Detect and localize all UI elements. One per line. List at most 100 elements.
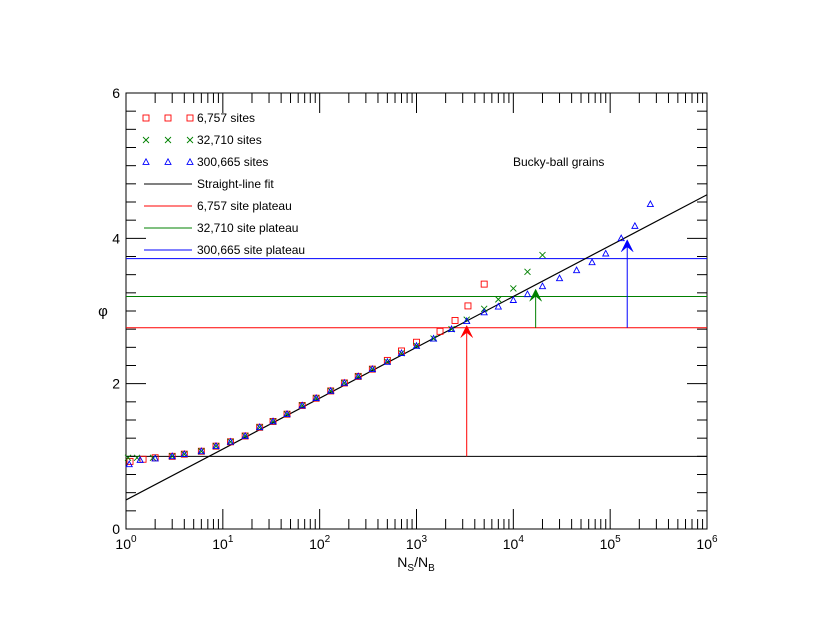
- x-tick-label-base: 10: [503, 536, 519, 552]
- data-point-triangle: [197, 447, 206, 455]
- legend-label: 6,757 site plateau: [197, 199, 292, 213]
- data-point-triangle: [354, 372, 362, 380]
- data-point-square: [126, 457, 134, 465]
- data-point-cross: [510, 285, 517, 292]
- legend-marker-square: [142, 114, 150, 122]
- x-tick-label-exponent: 3: [422, 534, 428, 545]
- cross-stroke: [539, 251, 546, 259]
- x-tick-label-exponent: 6: [712, 534, 718, 545]
- data-point-triangle: [168, 452, 176, 460]
- arrow-head: [620, 239, 634, 252]
- series-triangle: [125, 200, 655, 468]
- cross-stroke: [133, 454, 141, 462]
- data-point-triangle: [538, 282, 547, 290]
- x-tick-label: 102: [309, 534, 331, 552]
- data-point-triangle: [136, 455, 144, 463]
- legend-marker-cross: [164, 136, 172, 144]
- legend-marker-triangle: [142, 157, 150, 165]
- data-point-triangle: [368, 364, 377, 372]
- cross-stroke: [524, 268, 531, 276]
- x-tick-label-base: 10: [406, 536, 422, 552]
- data-point-square: [383, 356, 391, 364]
- data-point-square: [464, 302, 472, 310]
- x-tick-label-base: 10: [309, 536, 325, 552]
- y-tick-label: 4: [112, 230, 120, 246]
- legend-marker-square: [186, 114, 194, 122]
- data-point-triangle: [617, 234, 625, 242]
- x-tick-label-base: 10: [212, 536, 228, 552]
- data-point-triangle: [383, 357, 392, 365]
- data-point-triangle: [646, 200, 655, 208]
- legend-marker-triangle: [186, 157, 194, 165]
- data-point-triangle: [494, 302, 503, 310]
- x-tick-label: 101: [212, 534, 234, 552]
- x-tick-label: 105: [600, 534, 622, 552]
- x-tick-label-exponent: 0: [131, 534, 137, 545]
- arrow-head: [460, 324, 473, 338]
- reference-lines: [126, 194, 707, 501]
- data-point-triangle: [125, 460, 133, 468]
- x-tick-label-exponent: 5: [615, 534, 621, 545]
- cross-stroke: [124, 454, 132, 462]
- axis-ticks: [125, 92, 708, 530]
- x-tick-label: 106: [696, 534, 718, 552]
- data-point-triangle: [269, 417, 277, 425]
- data-markers: [124, 200, 655, 468]
- data-point-triangle: [212, 442, 220, 450]
- data-point-triangle: [555, 274, 564, 282]
- data-point-triangle: [412, 341, 421, 349]
- y-tick-label: 6: [112, 85, 120, 101]
- data-point-square: [398, 347, 405, 355]
- x-tick-label-base: 10: [600, 536, 616, 552]
- data-point-triangle: [429, 334, 438, 342]
- data-point-square: [480, 280, 488, 288]
- data-point-triangle: [509, 295, 518, 303]
- x-axis-label-slash: /N: [414, 554, 428, 570]
- x-axis-label-main: N: [397, 554, 407, 570]
- legend-label: 300,665 sites: [197, 155, 268, 169]
- data-point-cross: [124, 454, 132, 462]
- legend-marker-cross: [142, 136, 150, 144]
- x-tick-label: 104: [503, 534, 525, 552]
- data-point-triangle: [523, 290, 532, 298]
- data-point-cross: [495, 296, 502, 303]
- data-point-triangle: [255, 423, 264, 431]
- data-point-triangle: [588, 258, 596, 266]
- annotation-bucky-ball: Bucky-ball grains: [513, 155, 604, 169]
- data-point-triangle: [601, 249, 610, 257]
- data-point-triangle: [226, 437, 235, 445]
- plateau-arrow: [460, 324, 473, 457]
- legend-label: 32,710 sites: [197, 133, 262, 147]
- data-point-triangle: [312, 394, 320, 402]
- x-tick-label-exponent: 4: [518, 534, 524, 545]
- legend-label: 32,710 site plateau: [197, 221, 298, 235]
- cross-stroke: [164, 136, 172, 144]
- cross-stroke: [186, 136, 194, 144]
- series-square: [126, 280, 488, 465]
- cross-stroke: [510, 285, 517, 292]
- data-point-cross: [524, 268, 531, 276]
- data-point-triangle: [480, 308, 488, 316]
- data-point-triangle: [180, 450, 189, 458]
- data-point-square: [451, 316, 459, 324]
- x-tick-label: 100: [115, 534, 137, 552]
- y-tick-label: 0: [112, 521, 120, 537]
- legend-label: Straight-line fit: [197, 177, 274, 191]
- x-axis-label-sub1: S: [407, 563, 414, 574]
- series-cross: [124, 251, 546, 462]
- legend-marker-square: [164, 114, 172, 122]
- cross-stroke: [142, 136, 150, 144]
- plateau-arrows: [460, 239, 634, 457]
- data-point-triangle: [298, 401, 306, 409]
- data-point-triangle: [151, 454, 159, 462]
- x-tick-label: 103: [406, 534, 428, 552]
- legend-marker-triangle: [164, 157, 172, 165]
- data-point-triangle: [283, 410, 291, 418]
- plateau-arrow: [620, 239, 634, 328]
- arrow-head: [529, 288, 542, 302]
- x-tick-label-base: 10: [115, 536, 131, 552]
- x-axis-label: NS/NB: [397, 554, 435, 574]
- plateau-arrow: [529, 288, 542, 328]
